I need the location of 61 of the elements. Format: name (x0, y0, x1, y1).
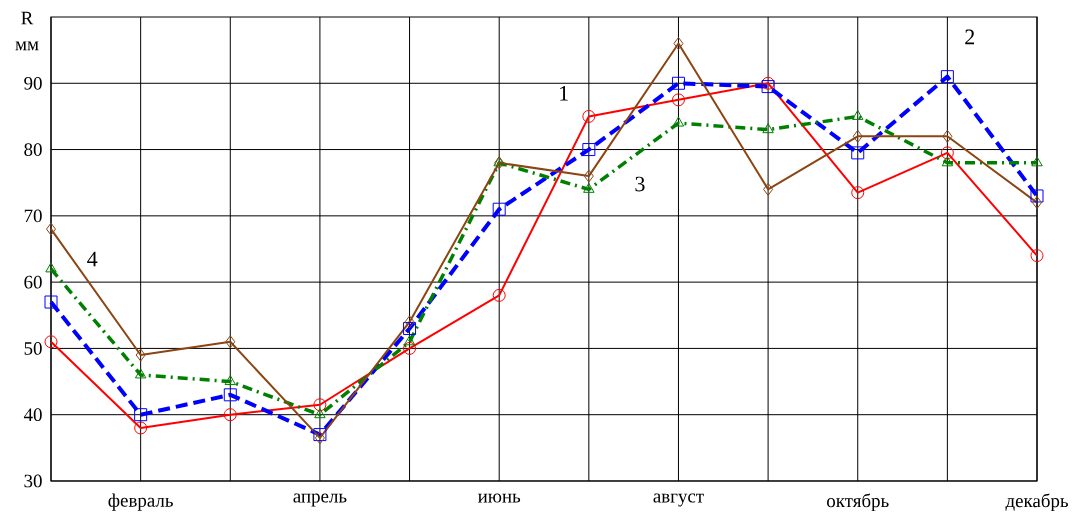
point (942, 129, 953, 143)
point (673, 37, 684, 51)
point (941, 156, 954, 167)
point (672, 116, 685, 127)
point (45, 262, 57, 273)
point (1030, 189, 1044, 203)
point (224, 375, 236, 386)
point (134, 368, 147, 379)
series-label: 3 (635, 176, 645, 192)
x-tick-label: август (653, 493, 704, 507)
point (761, 80, 775, 94)
point (582, 143, 596, 157)
point (314, 408, 326, 419)
x-tick-label: декабрь (1005, 493, 1068, 512)
point (940, 70, 954, 84)
y-tick-label: 50 (24, 342, 42, 355)
point (46, 222, 57, 236)
point (940, 146, 954, 160)
x-tick-label: февраль (108, 493, 173, 511)
point (852, 129, 863, 143)
point (225, 335, 236, 349)
point (44, 335, 58, 349)
point (134, 408, 148, 422)
y-tick-label: 60 (24, 275, 42, 289)
y-tick-label: 90 (24, 76, 42, 90)
point (492, 288, 506, 302)
point (1031, 156, 1043, 167)
point (583, 169, 594, 183)
y-tick-label: 30 (24, 474, 42, 488)
x-tick-label: июнь (478, 493, 521, 503)
series-label: 4 (87, 251, 98, 267)
point (851, 146, 865, 160)
point (762, 123, 774, 134)
y-tick-label: 80 (24, 143, 42, 156)
point (582, 109, 596, 123)
y-tick-label: 70 (24, 209, 42, 223)
x-tick-label: октябрь (827, 493, 889, 512)
point (403, 335, 416, 346)
point (492, 202, 506, 216)
point (403, 341, 417, 355)
y-axis-title: R мм (15, 11, 39, 51)
point (852, 109, 864, 120)
point (763, 182, 774, 196)
point (1032, 196, 1043, 210)
point (671, 76, 685, 90)
point (403, 322, 417, 336)
point (223, 408, 237, 422)
point (135, 348, 146, 362)
point (851, 186, 865, 200)
point (313, 398, 327, 412)
x-tick-label: апрель (293, 493, 347, 507)
point (134, 421, 148, 435)
series-label: 2 (965, 29, 975, 45)
series-label: 1 (560, 85, 568, 101)
point (404, 315, 415, 329)
point (44, 295, 58, 309)
point (583, 182, 595, 193)
point (671, 93, 685, 107)
point (223, 388, 237, 402)
y-tick-label: 40 (23, 408, 42, 422)
point (1030, 249, 1044, 263)
